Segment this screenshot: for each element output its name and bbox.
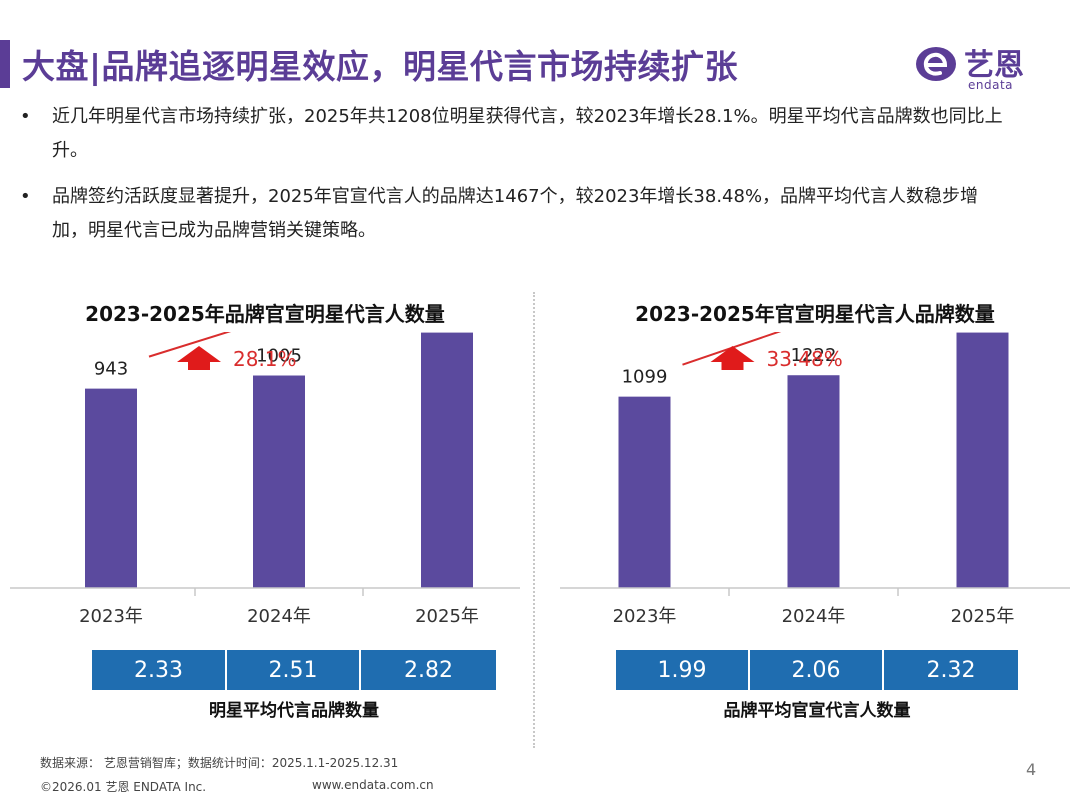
x-tick-label: 2023年 — [613, 606, 677, 627]
bar-2025年 — [421, 332, 473, 588]
x-tick-label: 2024年 — [247, 606, 311, 627]
chart-title: 2023-2025年品牌官宣明星代言人数量 — [85, 302, 445, 326]
growth-label: 33.48% — [767, 347, 843, 371]
bar-2023年 — [85, 388, 137, 588]
bar-2025年 — [956, 332, 1009, 588]
bar-chart-spokesperson-count: 9432023年10052024年12082025年28.1% — [10, 332, 520, 627]
title-accent-bar — [0, 40, 10, 88]
data-label: 943 — [94, 359, 128, 380]
bar-2023年 — [618, 396, 671, 588]
table-cell: 1.99 — [616, 650, 750, 690]
page-title: 大盘|品牌追逐明星效应，明星代言市场持续扩张 — [22, 47, 739, 86]
table-cell: 2.51 — [227, 650, 361, 690]
avg-spokespersons-table: 1.99 2.06 2.32 — [616, 650, 1018, 690]
table-label: 明星平均代言品牌数量 — [209, 701, 379, 721]
logo-text-en: endata — [968, 78, 1014, 92]
bullet-item: • 近几年明星代言市场持续扩张，2025年共1208位明星获得代言，较2023年… — [20, 100, 1020, 168]
data-label: 1099 — [622, 367, 668, 388]
bullet-text: 品牌签约活跃度显著提升，2025年官宣代言人的品牌达1467个，较2023年增长… — [52, 186, 979, 241]
x-tick-label: 2025年 — [951, 606, 1015, 627]
avg-brands-table: 2.33 2.51 2.82 — [92, 650, 496, 690]
bar-chart-brand-count: 10992023年12222024年14672025年33.48% — [560, 332, 1070, 627]
growth-up-arrow-icon — [177, 346, 221, 370]
x-tick-label: 2024年 — [782, 606, 846, 627]
chart-divider — [533, 292, 535, 748]
growth-label: 28.1% — [233, 347, 297, 371]
bullet-text: 近几年明星代言市场持续扩张，2025年共1208位明星获得代言，较2023年增长… — [52, 106, 1003, 161]
table-cell: 2.82 — [361, 650, 496, 690]
logo-text-cn: 艺恩 — [964, 48, 1024, 83]
chart-panel-brand-count: 2023-2025年官宣明星代言人品牌数量 1099 2023年 1222 2024年… — [560, 292, 1070, 732]
footer-source: 数据来源： 艺恩营销智库；数据统计时间：2025.1.1-2025.12.31 — [40, 756, 399, 770]
growth-trend-arrow — [682, 332, 782, 366]
table-label: 品牌平均官宣代言人数量 — [723, 701, 911, 721]
growth-trend-arrow — [148, 332, 232, 358]
data-label: 1222 — [791, 345, 837, 366]
summary-bullets: • 近几年明星代言市场持续扩张，2025年共1208位明星获得代言，较2023年… — [20, 100, 1020, 260]
chart-panel-spokesperson-count: 2023-2025年品牌官宣明星代言人数量 9432023年10052024年1… — [10, 292, 520, 732]
table-cell: 2.32 — [884, 650, 1018, 690]
footer-copyright: ©2026.01 艺恩 ENDATA Inc. — [40, 780, 207, 794]
page-number: 4 — [1026, 760, 1037, 779]
data-label: 1005 — [256, 346, 302, 367]
x-tick-label: 2023年 — [79, 606, 143, 627]
footer-website: www.endata.com.cn — [312, 778, 434, 792]
table-cell: 2.33 — [92, 650, 227, 690]
table-cell: 2.06 — [750, 650, 884, 690]
endata-logo: 艺恩 endata — [914, 36, 1054, 96]
bullet-marker: • — [20, 186, 31, 207]
bar-2024年 — [253, 375, 305, 588]
bullet-item: • 品牌签约活跃度显著提升，2025年官宣代言人的品牌达1467个，较2023年… — [20, 180, 1020, 248]
growth-up-arrow-icon — [710, 346, 755, 370]
bar-2024年 — [787, 375, 840, 588]
endata-logo-icon — [916, 47, 956, 81]
x-tick-label: 2025年 — [415, 606, 479, 627]
bullet-marker: • — [20, 106, 31, 127]
chart-title: 2023-2025年官宣明星代言人品牌数量 — [635, 302, 995, 326]
